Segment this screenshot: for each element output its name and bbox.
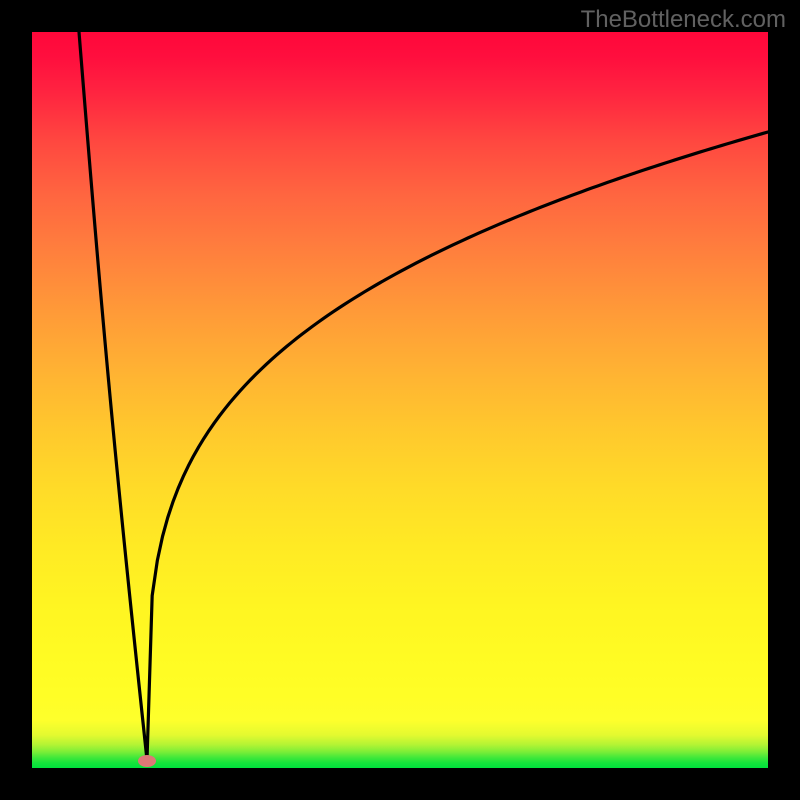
- chart-plot-area: [32, 32, 768, 768]
- watermark-text: TheBottleneck.com: [581, 6, 786, 34]
- curve-layer: [32, 32, 768, 768]
- bottleneck-curve: [79, 32, 768, 760]
- minimum-marker: [138, 755, 156, 767]
